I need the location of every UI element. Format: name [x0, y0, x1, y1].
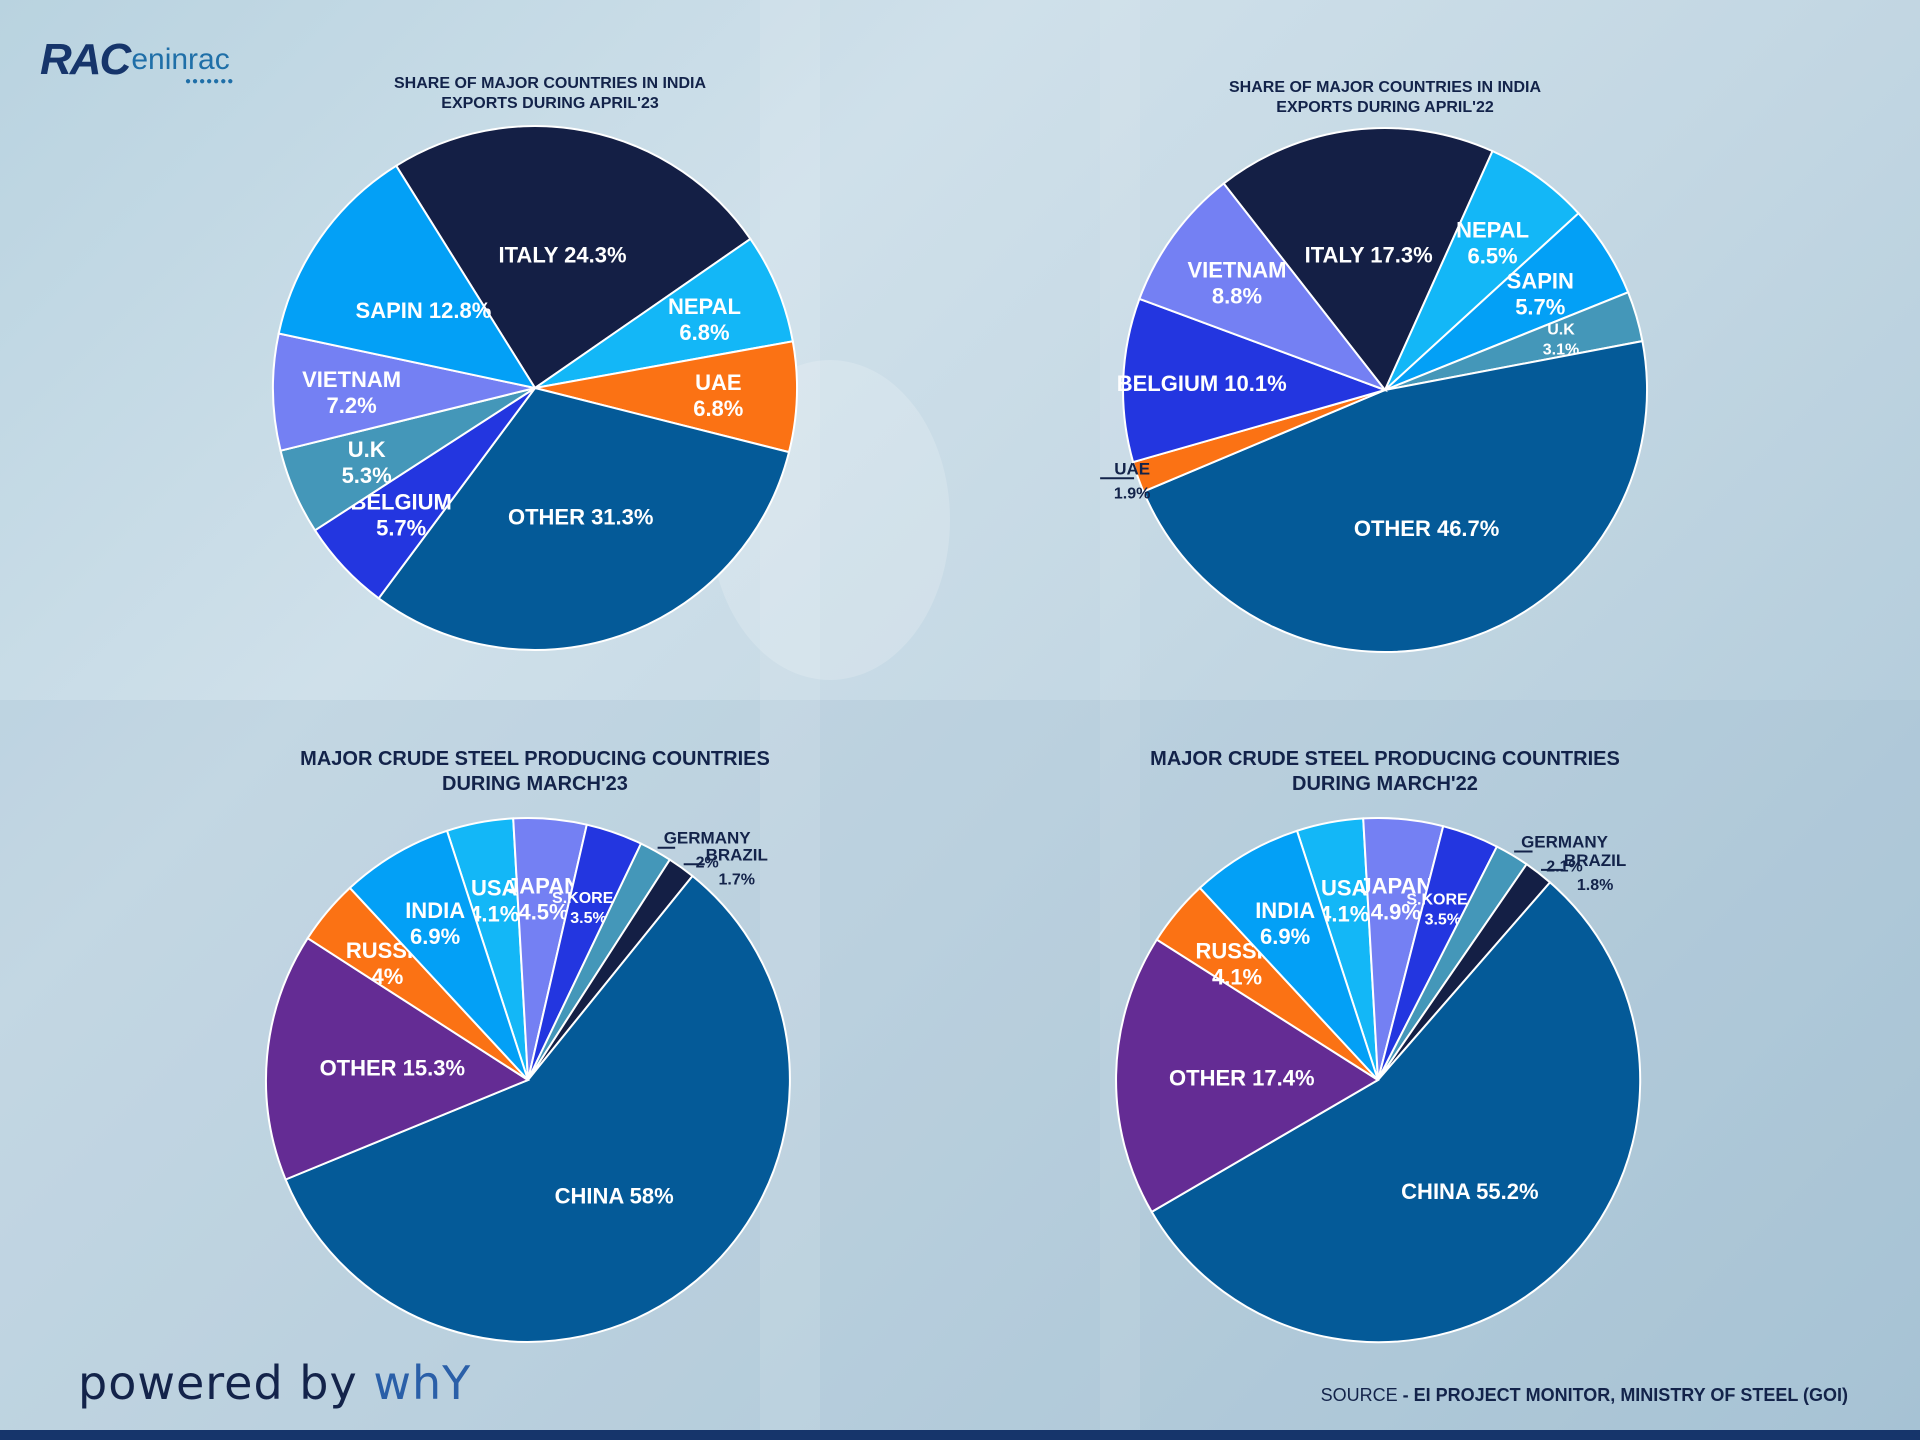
pie-label-other: OTHER 31.3%: [508, 504, 654, 529]
pie-label-italy: ITALY 24.3%: [499, 243, 627, 268]
svg-text:ITALY 17.3%: ITALY 17.3%: [1305, 243, 1433, 268]
svg-text:4.1%: 4.1%: [1212, 965, 1262, 990]
svg-text:6.9%: 6.9%: [410, 924, 460, 949]
svg-text:OTHER 17.4%: OTHER 17.4%: [1169, 1065, 1315, 1090]
svg-text:7.2%: 7.2%: [327, 393, 377, 418]
chart-3-title-line2: DURING MARCH'23: [270, 772, 800, 797]
svg-text:NEPAL: NEPAL: [668, 294, 741, 319]
logo-sub-text: eninrac: [131, 43, 229, 77]
chart-2-title: SHARE OF MAJOR COUNTRIES IN INDIA EXPORT…: [1135, 78, 1635, 118]
source-note: SOURCE - EI PROJECT MONITOR, MINISTRY OF…: [1321, 1385, 1848, 1406]
chart-4-title: MAJOR CRUDE STEEL PRODUCING COUNTRIES DU…: [1120, 747, 1650, 797]
svg-text:5.3%: 5.3%: [342, 463, 392, 488]
source-prefix: SOURCE: [1321, 1385, 1403, 1405]
chart-2-title-line2: EXPORTS DURING APRIL'22: [1135, 98, 1635, 118]
svg-text:6.8%: 6.8%: [693, 396, 743, 421]
logo-main-text: RAC: [40, 35, 129, 85]
svg-text:INDIA: INDIA: [1255, 898, 1315, 923]
pie-label-belgium: BELGIUM 10.1%: [1117, 371, 1287, 396]
pie-label-other: OTHER 17.4%: [1169, 1065, 1315, 1090]
svg-text:OTHER 31.3%: OTHER 31.3%: [508, 504, 654, 529]
chart-2-title-line1: SHARE OF MAJOR COUNTRIES IN INDIA: [1135, 78, 1635, 98]
svg-text:1.7%: 1.7%: [719, 871, 755, 888]
svg-text:INDIA: INDIA: [405, 898, 465, 923]
svg-text:BRAZIL: BRAZIL: [706, 845, 768, 864]
svg-text:CHINA 58%: CHINA 58%: [555, 1184, 674, 1209]
powered-by-text: powered by whY: [78, 1356, 471, 1410]
chart-3-title: MAJOR CRUDE STEEL PRODUCING COUNTRIES DU…: [270, 747, 800, 797]
chart-2-pie: ITALY 17.3%NEPAL6.5%SAPIN5.7%U.K3.1%OTHE…: [1115, 120, 1655, 660]
chart-1-title-line1: SHARE OF MAJOR COUNTRIES IN INDIA: [300, 74, 800, 94]
svg-text:BELGIUM 10.1%: BELGIUM 10.1%: [1117, 371, 1287, 396]
pie-label-india: INDIA6.9%: [1255, 898, 1315, 949]
svg-text:1.8%: 1.8%: [1577, 877, 1613, 894]
svg-text:GERMANY: GERMANY: [1521, 832, 1609, 851]
pie-label-uk: U.K5.3%: [342, 437, 392, 488]
svg-text:6.8%: 6.8%: [679, 320, 729, 345]
svg-text:5.7%: 5.7%: [376, 515, 426, 540]
svg-text:6.5%: 6.5%: [1467, 243, 1517, 268]
pie-label-italy: ITALY 17.3%: [1305, 243, 1433, 268]
svg-text:ITALY 24.3%: ITALY 24.3%: [499, 243, 627, 268]
pie-label-other: OTHER 15.3%: [320, 1056, 466, 1081]
svg-text:3.5%: 3.5%: [570, 910, 606, 927]
source-text: - EI PROJECT MONITOR, MINISTRY OF STEEL …: [1403, 1385, 1848, 1405]
brand-logo: RAC eninrac ●●●●●●●: [40, 36, 230, 84]
svg-text:U.K: U.K: [348, 437, 386, 462]
svg-text:4%: 4%: [372, 964, 404, 989]
pie-label-china: CHINA 55.2%: [1401, 1179, 1538, 1204]
pie-label-sapin: SAPIN 12.8%: [356, 298, 492, 323]
svg-text:VIETNAM: VIETNAM: [1187, 258, 1286, 283]
powered-prefix: powered by: [78, 1356, 373, 1410]
chart-1-title-line2: EXPORTS DURING APRIL'23: [300, 94, 800, 114]
svg-text:BRAZIL: BRAZIL: [1564, 851, 1626, 870]
chart-3-title-line1: MAJOR CRUDE STEEL PRODUCING COUNTRIES: [270, 747, 800, 772]
svg-text:OTHER 46.7%: OTHER 46.7%: [1354, 516, 1500, 541]
svg-text:6.9%: 6.9%: [1260, 924, 1310, 949]
svg-text:UAE: UAE: [695, 370, 741, 395]
logo-dots-icon: ●●●●●●●: [185, 76, 234, 87]
svg-text:U.K: U.K: [1547, 321, 1575, 338]
pie-label-china: CHINA 58%: [555, 1184, 674, 1209]
svg-text:CHINA 55.2%: CHINA 55.2%: [1401, 1179, 1538, 1204]
chart-4-title-line2: DURING MARCH'22: [1120, 772, 1650, 797]
bottom-bar: [0, 1430, 1920, 1440]
pie-label-other: OTHER 46.7%: [1354, 516, 1500, 541]
powered-brand: whY: [373, 1356, 471, 1410]
svg-text:8.8%: 8.8%: [1212, 284, 1262, 309]
chart-4-title-line1: MAJOR CRUDE STEEL PRODUCING COUNTRIES: [1120, 747, 1650, 772]
svg-text:1.9%: 1.9%: [1114, 485, 1150, 502]
svg-text:NEPAL: NEPAL: [1456, 217, 1529, 242]
svg-text:5.7%: 5.7%: [1515, 294, 1565, 319]
svg-text:OTHER 15.3%: OTHER 15.3%: [320, 1056, 466, 1081]
svg-text:SAPIN 12.8%: SAPIN 12.8%: [356, 298, 492, 323]
svg-text:VIETNAM: VIETNAM: [302, 367, 401, 392]
svg-text:SAPIN: SAPIN: [1507, 268, 1574, 293]
chart-1-title: SHARE OF MAJOR COUNTRIES IN INDIA EXPORT…: [300, 74, 800, 114]
